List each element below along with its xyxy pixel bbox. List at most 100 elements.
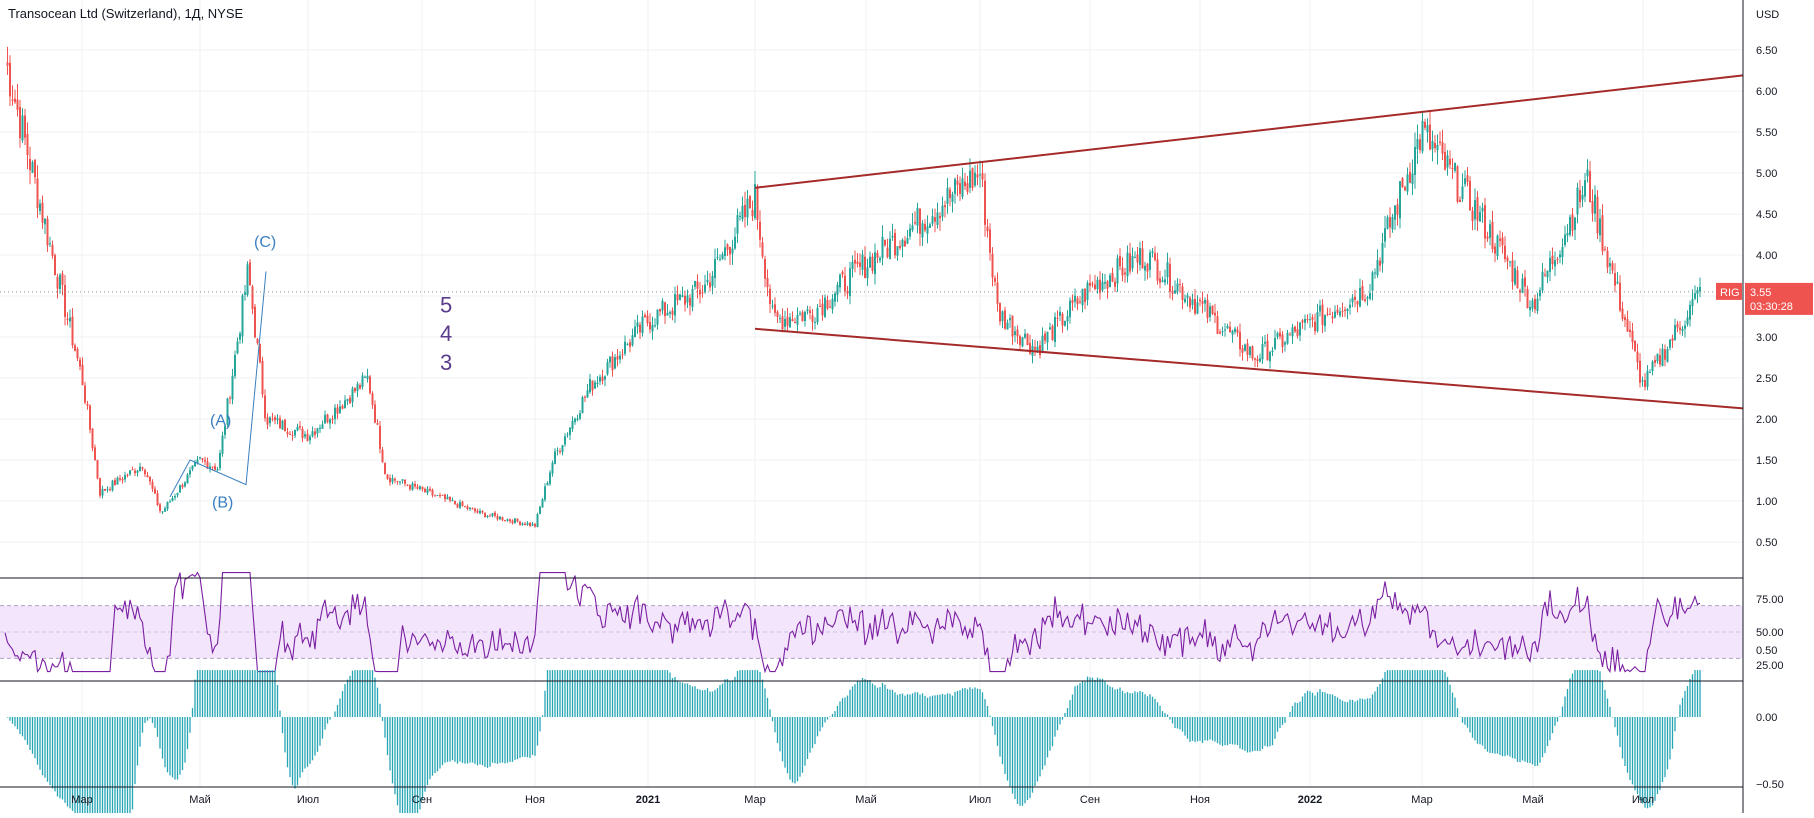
candle-body [344,400,346,409]
candle-body [1401,178,1404,188]
time-tick-label: Ноя [525,794,545,806]
candle-body [1169,263,1171,292]
candle-body [491,513,494,517]
candle-body [1494,246,1496,254]
count-label-5: 5 [440,292,452,317]
candle-body [291,435,294,437]
candle-body [311,431,314,437]
candle-body [876,252,879,258]
candle-body [764,259,766,279]
candle-body [1361,286,1364,300]
candle-body [1386,217,1389,229]
price-tick-label: 5.00 [1756,168,1777,180]
candle-body [1104,282,1106,284]
candle-body [1334,311,1336,318]
candle-body [341,405,344,409]
wave-label-b: (B) [212,495,233,512]
candle-body [626,343,629,345]
candle-body [611,356,614,371]
candle-body [124,475,126,480]
candle-body [21,115,24,141]
candle-body [1656,353,1659,362]
candle-body [1344,309,1346,311]
candle-body [106,489,109,491]
candle-body [59,274,61,290]
candle-body [1644,380,1646,387]
candle-body [921,223,924,238]
candle-body [956,180,959,185]
candle-body [81,364,84,386]
candle-body [356,383,359,391]
candle-body [574,418,576,423]
candle-body [1564,234,1566,245]
candle-body [991,253,994,278]
candle-body [366,375,369,379]
candle-body [326,414,329,423]
candle-body [434,495,436,497]
candle-body [1489,224,1491,238]
candle-body [986,226,989,232]
candle-body [726,244,729,250]
candle-body [1566,232,1569,236]
candle-body [1266,340,1269,361]
candle-body [191,465,194,470]
candle-body [579,413,581,419]
candle-body [679,294,681,300]
candle-body [959,183,961,194]
candle-body [56,276,59,289]
candle-body [919,208,921,234]
candle-body [894,232,896,256]
candle-body [1516,270,1519,289]
candle-body [301,428,304,439]
candle-body [586,390,589,398]
candle-body [19,106,21,139]
candle-body [1376,260,1379,276]
candle-body [1199,299,1201,302]
candle-body [609,356,611,363]
candle-body [1431,141,1434,150]
candle-body [1121,267,1124,276]
candle-body [741,205,744,220]
candle-body [514,518,516,523]
candle-body [904,240,906,247]
candle-body [1019,336,1021,345]
candle-body [1359,287,1361,307]
candle-body [1471,210,1474,221]
candle-body [849,268,851,296]
candle-body [1129,253,1131,272]
candle-body [104,489,106,491]
candle-body [194,462,196,467]
candle-body [239,333,241,340]
candle-body [121,479,124,481]
price-tick-label: 4.00 [1756,250,1777,262]
candle-body [201,457,204,460]
candle-body [861,254,864,270]
candle-body [1659,355,1661,365]
candle-body [749,196,751,209]
candle-body [1299,322,1301,336]
drawings-layer[interactable] [169,74,1744,498]
time-tick-label: Май [1522,794,1544,806]
candle-body [1429,124,1431,150]
candle-body [396,481,399,483]
candle-body [369,376,371,393]
price-tick-label: 5.50 [1756,127,1777,139]
candle-body [1271,350,1274,353]
candle-body [1624,317,1626,321]
candle-body [1596,196,1599,234]
candle-body [1119,256,1121,267]
candle-body [1654,360,1656,363]
candle-body [864,256,866,278]
candle-body [1174,290,1176,294]
candle-body [1346,308,1349,312]
candle-body [1576,187,1579,215]
candle-body [79,359,81,367]
candle-body [1324,315,1326,327]
price-tag-countdown: 03:30:28 [1750,301,1793,313]
candle-body [1606,250,1609,268]
candle-body [564,436,566,445]
candle-body [799,313,801,315]
candle-body [1111,273,1114,282]
candle-body [1036,346,1039,352]
